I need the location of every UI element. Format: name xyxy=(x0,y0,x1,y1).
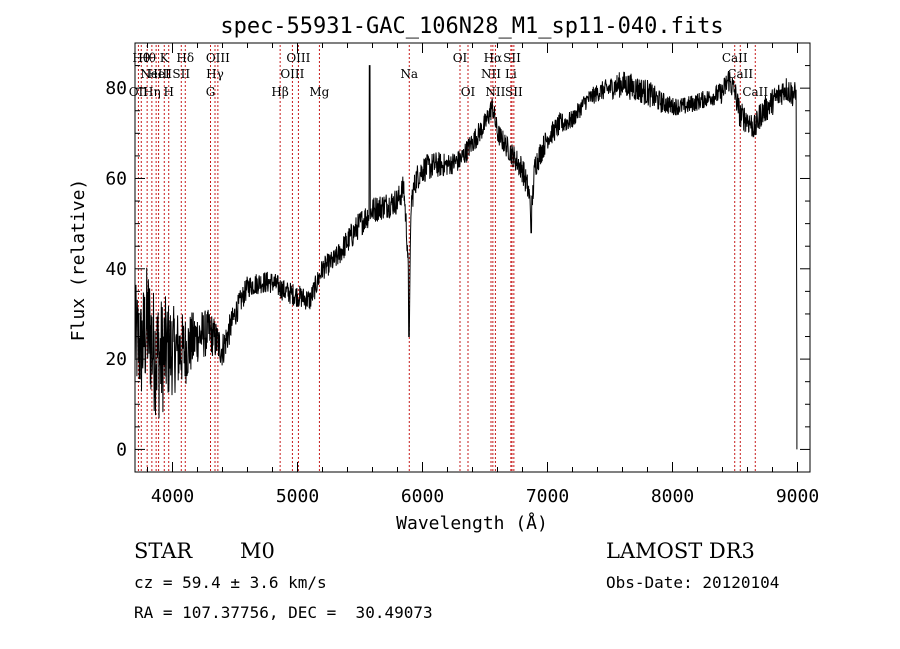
spectral-line-label: Li xyxy=(505,67,517,81)
spectral-line-label: G xyxy=(206,85,216,99)
spectral-line-markers xyxy=(137,45,756,472)
y-tick-label: 20 xyxy=(105,349,127,370)
x-axis-label: Wavelength (Å) xyxy=(396,512,548,534)
y-tick-label: 60 xyxy=(105,168,127,189)
spectral-line-label: OI xyxy=(453,51,468,65)
y-axis-ticks: 0 20 40 60 80 xyxy=(105,65,810,460)
spectral-line-label: SII xyxy=(503,51,521,65)
spectral-line-label: OI xyxy=(461,85,476,99)
spectral-line-labels: OIIHθHθHηNeIIIHeIKHSIIHδGHγOIIIHβOIIIOII… xyxy=(129,51,769,99)
spectral-line-label: CaII xyxy=(727,67,753,81)
spectral-line-label: Hα xyxy=(484,51,503,65)
plot-frame xyxy=(134,42,811,473)
spectral-line-label: CaII xyxy=(722,51,748,65)
spectral-line-label: Hθ xyxy=(132,51,150,65)
spectral-line-label: H xyxy=(164,85,174,99)
y-axis-label: Flux (relative) xyxy=(68,179,89,342)
spectral-line-label: K xyxy=(160,51,170,65)
object-class: STAR xyxy=(134,539,193,563)
x-axis-ticks: 4000 5000 6000 7000 8000 9000 xyxy=(147,43,819,507)
x-tick-label: 9000 xyxy=(776,486,819,507)
survey-name: LAMOST DR3 xyxy=(606,539,755,563)
chart-title: spec-55931-GAC_106N28_M1_sp11-040.fits xyxy=(220,14,723,39)
flux-series-line xyxy=(134,65,798,450)
spectral-line-label: SII xyxy=(172,67,190,81)
spectral-line-label: CaII xyxy=(742,85,768,99)
y-tick-label: 0 xyxy=(116,439,127,460)
spectral-line-label: OIII xyxy=(286,51,310,65)
spectral-line-label: NII xyxy=(485,85,505,99)
spectral-line-label: NII xyxy=(481,67,501,81)
spectral-line-label: Hθ xyxy=(138,51,156,65)
spectral-line-label: NeIII xyxy=(140,67,172,81)
x-tick-label: 8000 xyxy=(651,486,694,507)
object-subclass: M0 xyxy=(240,539,275,563)
redshift-text: cz = 59.4 ± 3.6 km/s xyxy=(134,573,327,592)
spectral-line-label: SII xyxy=(505,85,523,99)
y-tick-label: 40 xyxy=(105,259,127,280)
spectral-line-label: OIII xyxy=(280,67,304,81)
x-tick-label: 6000 xyxy=(401,486,444,507)
spectral-line-label: Hβ xyxy=(271,85,288,99)
x-tick-label: 4000 xyxy=(151,486,194,507)
y-tick-label: 80 xyxy=(105,78,127,99)
spectral-line-label: Mg xyxy=(309,85,329,99)
spectral-line-label: Hγ xyxy=(206,67,224,81)
spectral-line-label: HeI xyxy=(147,67,170,81)
x-tick-label: 5000 xyxy=(276,486,319,507)
spectral-line-label: OIII xyxy=(206,51,230,65)
spectral-line-label: Hδ xyxy=(176,51,194,65)
coordinates-text: RA = 107.37756, DEC = 30.49073 xyxy=(134,603,433,622)
obs-date-text: Obs-Date: 20120104 xyxy=(606,573,780,592)
spectral-line-label: Hη xyxy=(143,85,161,99)
spectral-line-label: Na xyxy=(400,67,418,81)
x-tick-label: 7000 xyxy=(526,486,569,507)
